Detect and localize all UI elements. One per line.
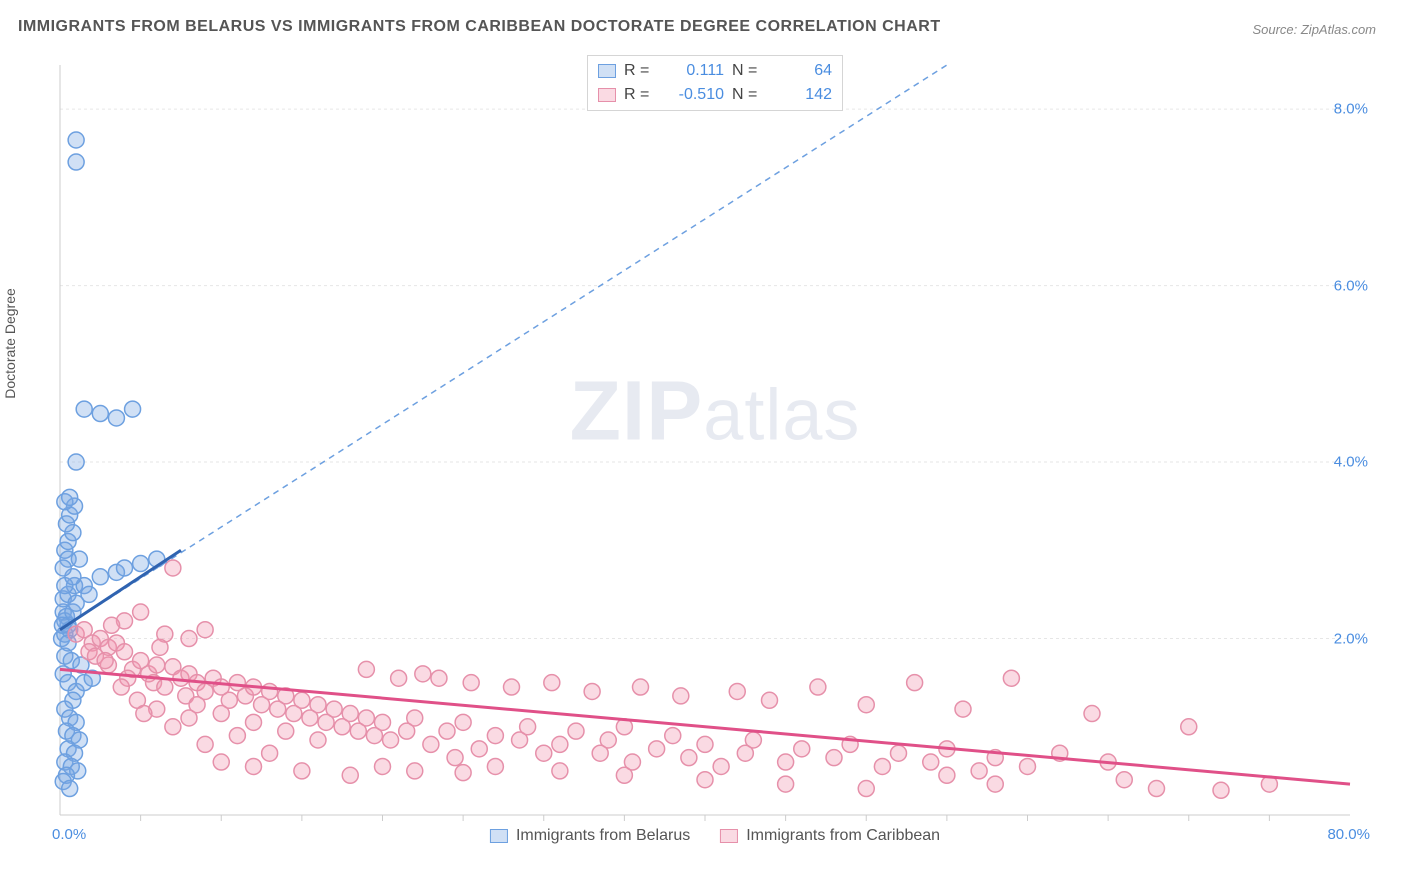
x-axis-max-label: 80.0% xyxy=(1327,826,1370,843)
swatch-caribbean xyxy=(720,829,738,843)
legend-item-belarus: Immigrants from Belarus xyxy=(490,827,690,845)
legend-row-caribbean: R = -0.510 N = 142 xyxy=(598,83,832,107)
scatter-plot xyxy=(50,55,1380,845)
series-legend: Immigrants from Belarus Immigrants from … xyxy=(490,827,940,845)
y-tick-label: 6.0% xyxy=(1334,277,1368,294)
swatch-belarus xyxy=(598,64,616,78)
chart-area: ZIPatlas R = 0.111 N = 64 R = -0.510 N =… xyxy=(50,55,1380,845)
source-attribution: Source: ZipAtlas.com xyxy=(1252,22,1376,37)
y-tick-label: 2.0% xyxy=(1334,630,1368,647)
legend-row-belarus: R = 0.111 N = 64 xyxy=(598,59,832,83)
y-axis-label: Doctorate Degree xyxy=(2,288,18,399)
swatch-caribbean xyxy=(598,88,616,102)
y-tick-label: 4.0% xyxy=(1334,454,1368,471)
correlation-legend: R = 0.111 N = 64 R = -0.510 N = 142 xyxy=(587,55,843,111)
chart-title: IMMIGRANTS FROM BELARUS VS IMMIGRANTS FR… xyxy=(18,18,941,36)
y-tick-label: 8.0% xyxy=(1334,101,1368,118)
legend-item-caribbean: Immigrants from Caribbean xyxy=(720,827,940,845)
x-axis-min-label: 0.0% xyxy=(52,826,86,843)
swatch-belarus xyxy=(490,829,508,843)
